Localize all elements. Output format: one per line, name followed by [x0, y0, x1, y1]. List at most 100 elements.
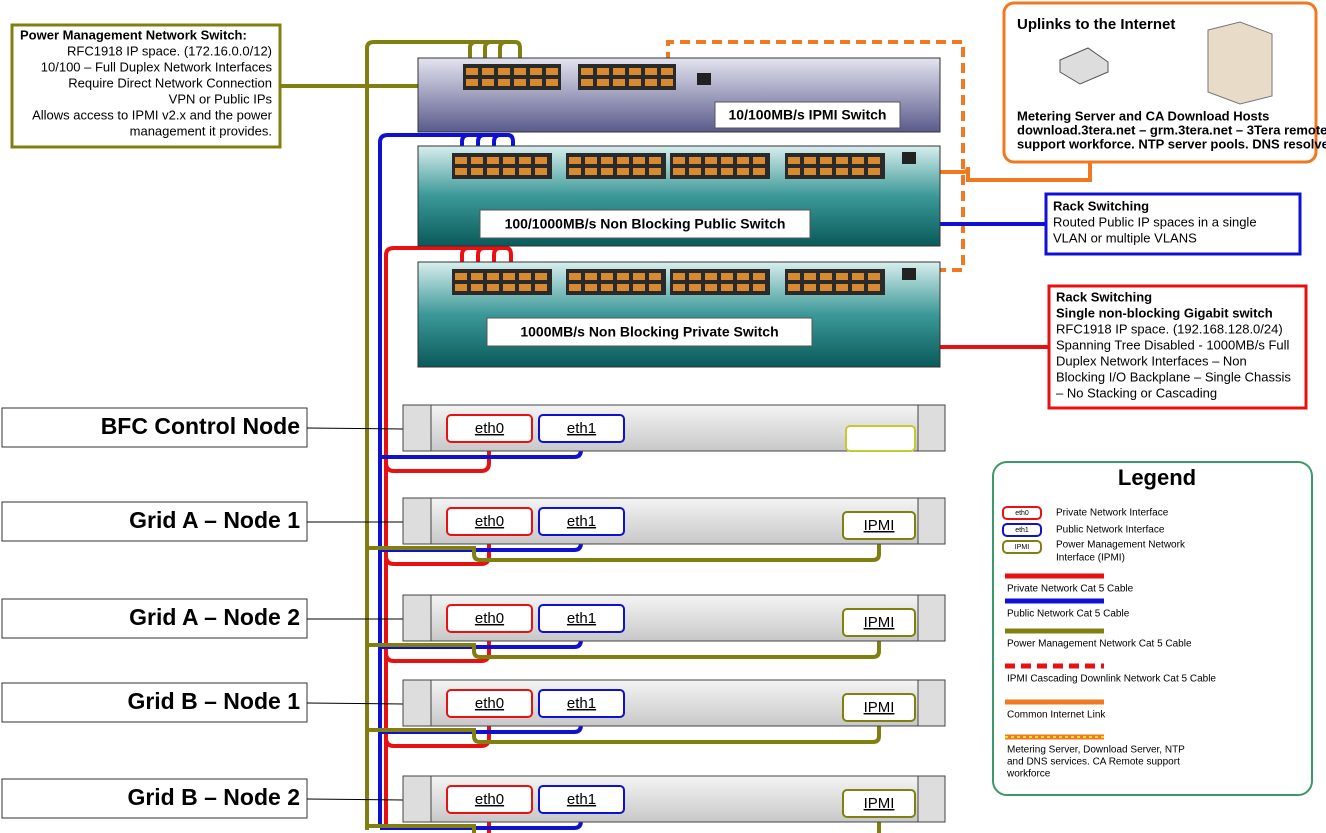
port [721, 284, 733, 291]
port [645, 68, 657, 75]
node-label: BFC Control Node [101, 413, 300, 439]
note-line: Spanning Tree Disabled - 1000MB/s Full [1056, 337, 1290, 352]
port [753, 273, 765, 280]
port [601, 168, 613, 175]
port [804, 273, 816, 280]
port [585, 284, 597, 291]
port [581, 79, 593, 86]
port [535, 168, 547, 175]
port [689, 273, 701, 280]
port [737, 273, 749, 280]
port [498, 68, 510, 75]
note-line: 10/100 – Full Duplex Network Interfaces [41, 59, 273, 74]
port [535, 157, 547, 164]
node-label: Grid B – Node 2 [127, 784, 300, 810]
legend-label: Power Management Network [1056, 540, 1186, 551]
port-label: eth1 [567, 695, 596, 712]
port [788, 157, 800, 164]
server-icon [1207, 21, 1273, 105]
port [546, 79, 558, 86]
port [455, 157, 467, 164]
node-pointer [306, 427, 404, 430]
port-label: eth0 [475, 791, 504, 808]
port [868, 284, 880, 291]
port [581, 68, 593, 75]
port-label: eth1 [567, 513, 596, 530]
port [649, 157, 661, 164]
port-block [785, 269, 885, 295]
port [519, 168, 531, 175]
port [617, 273, 629, 280]
rack-ear [402, 497, 432, 545]
port [673, 273, 685, 280]
port [597, 79, 609, 86]
port [466, 79, 478, 86]
private-cable [460, 246, 469, 272]
port [617, 168, 629, 175]
note-line: Single non-blocking Gigabit switch [1056, 305, 1273, 320]
note-line: VLAN or multiple VLANS [1053, 230, 1197, 245]
ipmi-cable [468, 40, 477, 68]
port [601, 273, 613, 280]
port-label: eth1 [567, 791, 596, 808]
node-label: Grid A – Node 1 [129, 507, 300, 533]
legend-title: Legend [1118, 465, 1196, 490]
port [514, 68, 526, 75]
port-box [842, 693, 916, 722]
port-box [842, 511, 916, 540]
switch-label-box [714, 101, 901, 129]
power-note-box [10, 23, 282, 149]
note-line: Allows access to IPMI v2.x and the power [32, 107, 273, 122]
legend-label: Private Network Interface [1056, 508, 1169, 519]
rack-ear [917, 404, 946, 452]
port [535, 273, 547, 280]
switch-label: 10/100MB/s IPMI Switch [729, 107, 887, 123]
port [617, 284, 629, 291]
port [705, 168, 717, 175]
ipmi-cable [367, 718, 881, 744]
rack-ear [402, 594, 432, 642]
note-line: – No Stacking or Cascading [1056, 385, 1217, 400]
port [585, 157, 597, 164]
port [487, 273, 499, 280]
port [471, 273, 483, 280]
note-title: Rack Switching [1056, 289, 1152, 304]
switch-label: 100/1000MB/s Non Blocking Public Switch [505, 216, 786, 232]
port [689, 284, 701, 291]
note-line: Metering Server and CA Download Hosts [1017, 108, 1269, 123]
port [753, 168, 765, 175]
port [820, 273, 832, 280]
port [519, 284, 531, 291]
port [852, 284, 864, 291]
port [788, 273, 800, 280]
port-block [578, 64, 676, 90]
port-block [566, 269, 666, 295]
node-label: Grid B – Node 1 [127, 688, 300, 714]
legend-label: Public Network Interface [1056, 525, 1165, 536]
port [804, 157, 816, 164]
rack-ear [402, 679, 432, 727]
port [868, 168, 880, 175]
port [569, 168, 581, 175]
node-pointer [306, 702, 404, 705]
port [597, 68, 609, 75]
rack-ear [402, 404, 432, 452]
port [503, 168, 515, 175]
port [836, 157, 848, 164]
rack-ear [917, 775, 946, 823]
port [788, 284, 800, 291]
legend-label: IPMI Cascading Downlink Network Cat 5 Ca… [1007, 674, 1216, 685]
port [633, 168, 645, 175]
note-line: VPN or Public IPs [169, 91, 273, 106]
port-box [538, 414, 625, 443]
port [569, 284, 581, 291]
port [601, 284, 613, 291]
port [569, 157, 581, 164]
port [530, 79, 542, 86]
port-label: IPMI [864, 517, 895, 534]
port-box [538, 604, 625, 633]
legend-label: and DNS services. CA Remote support [1007, 757, 1180, 768]
legend-label: Interface (IPMI) [1056, 553, 1125, 564]
port [737, 284, 749, 291]
